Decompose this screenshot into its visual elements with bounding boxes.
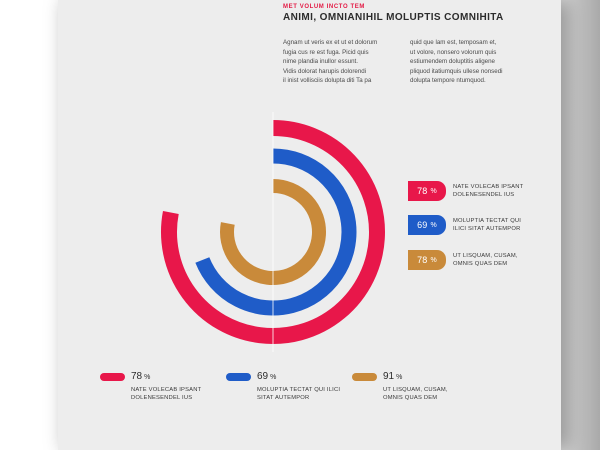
legend-swatch-red	[100, 373, 125, 381]
badge-value: 78	[417, 186, 428, 196]
legend-label-line: UT LISQUAM, CUSAM,	[383, 387, 448, 393]
badge-red: 78%	[408, 181, 446, 201]
body-column-right: quid que lam est, temposam et, ut volore…	[410, 38, 525, 86]
legend-label-line: OMNIS QUAS DEM	[383, 395, 438, 402]
body-line: pliquod itatiumquis ullese nonsedi	[410, 67, 503, 75]
legend-value: 69	[257, 371, 269, 382]
ring-gold	[220, 179, 326, 285]
legend-label-red: NATE VOLECAB IPSANT DOLENESENDEL IUS	[131, 386, 241, 403]
legend-percent: %	[396, 374, 403, 381]
legend-swatch-blue	[226, 373, 251, 381]
badge-value: 78	[417, 255, 428, 265]
legend-label-line: NATE VOLECAB IPSANT	[131, 387, 202, 393]
legend-label-line: SITAT AUTEMPOR	[257, 395, 310, 402]
badge-value: 69	[417, 220, 428, 230]
eyebrow-text: MET VOLUM INCTO TEM	[283, 4, 365, 10]
ring-red	[161, 120, 385, 344]
body-line: Agnam ut veris ex et ut et dolorum	[283, 39, 378, 46]
legend-value-blue: 69%	[257, 371, 276, 382]
body-line: dolupta tempore ntumquod.	[410, 77, 486, 85]
page-title: ANIMI, OMNIANIHIL MOLUPTIS COMNIHITA	[283, 12, 504, 23]
badge-label-line: NATE VOLECAB IPSANT	[453, 184, 524, 190]
body-line: ut volore, nonsero volorum quis	[410, 48, 497, 56]
body-line: fugia cus re est fuga. Picid quis	[283, 48, 369, 56]
badge-percent: %	[430, 221, 437, 229]
legend-label-blue: MOLUPTIA TECTAT QUI ILICI SITAT AUTEMPOR	[257, 386, 367, 403]
badge-percent: %	[430, 256, 437, 264]
legend-label-gold: UT LISQUAM, CUSAM, OMNIS QUAS DEM	[383, 386, 493, 403]
legend-label-line: DOLENESENDEL IUS	[131, 395, 193, 402]
badge-label-line: DOLENESENDEL IUS	[453, 192, 515, 199]
badge-label-line: OMNIS QUAS DEM	[453, 261, 508, 268]
legend-value: 91	[383, 371, 395, 382]
body-line: quid que lam est, temposam et,	[410, 39, 497, 46]
body-line: estiumendem doluptitis aligene	[410, 58, 495, 66]
legend-value-gold: 91%	[383, 371, 402, 382]
badge-label-line: ILICI SITAT AUTEMPOR	[453, 226, 521, 233]
badge-gold: 78%	[408, 250, 446, 270]
legend-swatch-gold	[352, 373, 377, 381]
legend-percent: %	[270, 374, 277, 381]
body-line: nime plandia inullor essunt.	[283, 58, 358, 66]
body-line: il inist vollisciis dolupta diti Ta pa	[283, 77, 372, 85]
legend-value-red: 78%	[131, 371, 150, 382]
poster-page: MET VOLUM INCTO TEM ANIMI, OMNIANIHIL MO…	[58, 0, 561, 450]
badge-percent: %	[430, 187, 437, 195]
body-column-left: Agnam ut veris ex et ut et dolorum fugia…	[283, 38, 398, 86]
body-line: Vidis dolorat harupis dolorendi	[283, 67, 367, 75]
badge-label-blue: MOLUPTIA TECTAT QUI ILICI SITAT AUTEMPOR	[453, 217, 528, 234]
badge-label-red: NATE VOLECAB IPSANT DOLENESENDEL IUS	[453, 183, 528, 200]
radial-chart	[161, 112, 385, 352]
badge-label-line: MOLUPTIA TECTAT QUI	[453, 218, 522, 224]
legend-value: 78	[131, 371, 143, 382]
legend-percent: %	[144, 374, 151, 381]
ring-blue	[195, 148, 357, 316]
badge-label-line: UT LISQUAM, CUSAM,	[453, 253, 518, 259]
legend-label-line: MOLUPTIA TECTAT QUI ILICI	[257, 387, 341, 393]
badge-blue: 69%	[408, 215, 446, 235]
badge-label-gold: UT LISQUAM, CUSAM, OMNIS QUAS DEM	[453, 252, 528, 269]
